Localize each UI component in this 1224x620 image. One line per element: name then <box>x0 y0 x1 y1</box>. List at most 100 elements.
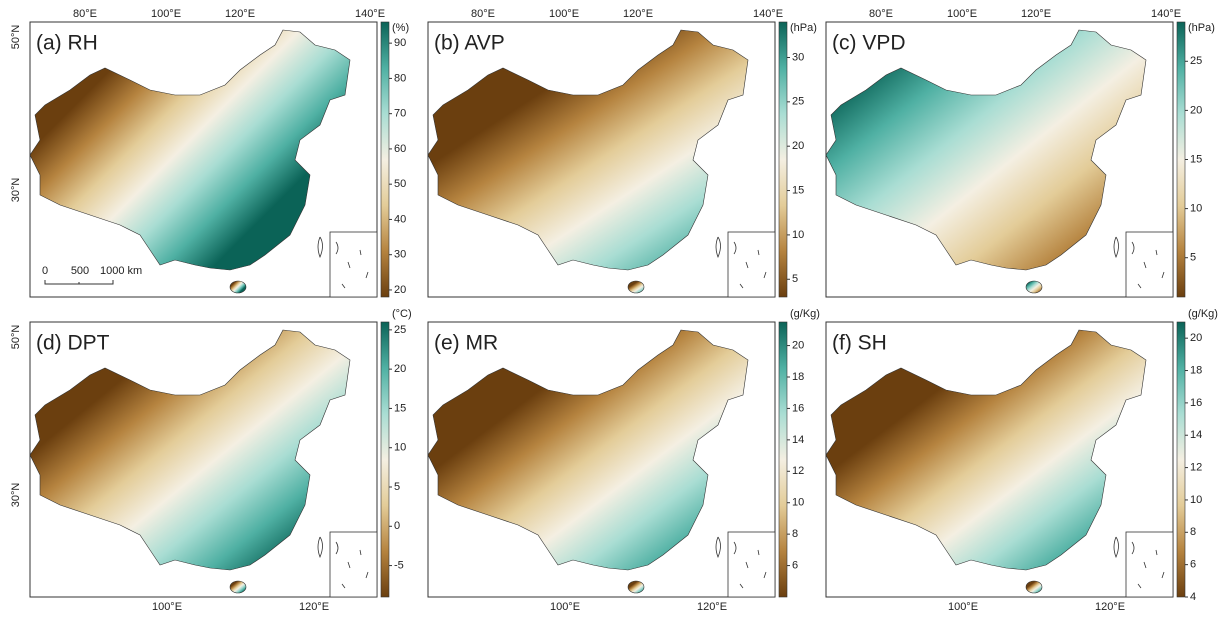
scale-bar-label: 0 <box>42 265 48 277</box>
figure: (a) RH2030405060708090(%)80°E100°E120°E1… <box>0 0 1224 615</box>
latitude-label: 50°N <box>10 25 22 50</box>
colorbar-tick-label: 25 <box>792 96 804 108</box>
longitude-label: 80°E <box>471 8 495 20</box>
taiwan <box>318 537 323 557</box>
colorbar-tick-label: 12 <box>792 465 804 477</box>
hainan <box>628 581 644 593</box>
latitude-label: 30°N <box>10 483 22 508</box>
hainan <box>230 581 246 593</box>
colorbar-tick-label: 14 <box>1190 429 1202 441</box>
panel-label: (a) RH <box>36 32 98 55</box>
colorbar-tick-label: 12 <box>1190 461 1202 473</box>
colorbar <box>381 322 389 597</box>
latitude-label: 50°N <box>10 325 22 350</box>
colorbar-tick-label: 15 <box>1190 153 1202 165</box>
colorbar-tick-label: 30 <box>394 249 406 261</box>
taiwan <box>716 537 721 557</box>
longitude-label: 140°E <box>1151 8 1181 20</box>
colorbar <box>779 22 787 297</box>
scale-bar-label: 1000 km <box>100 265 142 277</box>
colorbar-tick-label: 18 <box>792 371 804 383</box>
colorbar-tick-label: 5 <box>394 481 400 493</box>
panel-label: (c) VPD <box>832 32 906 55</box>
colorbar-unit: (hPa) <box>1188 22 1215 34</box>
colorbar-tick-label: -5 <box>394 559 404 571</box>
colorbar-tick-label: 8 <box>792 528 798 540</box>
colorbar-tick-label: 10 <box>792 229 804 241</box>
colorbar-tick-label: 6 <box>792 559 798 571</box>
longitude-label: 120°E <box>1095 601 1125 613</box>
taiwan <box>318 237 323 257</box>
colorbar-tick-label: 5 <box>1190 252 1196 264</box>
longitude-label: 100°E <box>550 601 580 613</box>
colorbar-tick-label: 10 <box>394 442 406 454</box>
latitude-label: 30°N <box>10 178 22 203</box>
longitude-label: 100°E <box>947 8 977 20</box>
colorbar-tick-label: 20 <box>1190 104 1202 116</box>
colorbar-unit: (g/Kg) <box>1188 308 1218 320</box>
panel-label: (e) MR <box>434 332 498 355</box>
scale-bar-label: 500 <box>71 265 89 277</box>
colorbar-tick-label: 0 <box>394 520 400 532</box>
colorbar-tick-label: 20 <box>792 140 804 152</box>
colorbar-tick-label: 8 <box>1190 526 1196 538</box>
longitude-label: 120°E <box>697 601 727 613</box>
longitude-label: 100°E <box>152 601 182 613</box>
colorbar-tick-label: 25 <box>1190 55 1202 67</box>
colorbar-tick-label: 10 <box>792 497 804 509</box>
colorbar-unit: (%) <box>392 22 409 34</box>
hainan <box>230 281 246 293</box>
colorbar-tick-label: 30 <box>792 51 804 63</box>
longitude-label: 100°E <box>549 8 579 20</box>
china-map <box>30 30 350 270</box>
colorbar-tick-label: 5 <box>792 273 798 285</box>
china-map <box>30 330 350 570</box>
taiwan <box>1114 237 1119 257</box>
colorbar-tick-label: 80 <box>394 72 406 84</box>
colorbar-tick-label: 70 <box>394 108 406 120</box>
longitude-label: 100°E <box>948 601 978 613</box>
longitude-label: 120°E <box>1021 8 1051 20</box>
china-map <box>428 330 748 570</box>
inset-frame <box>728 532 775 597</box>
longitude-label: 140°E <box>753 8 783 20</box>
hainan <box>1026 281 1042 293</box>
scale-bar <box>45 280 113 284</box>
panel-label: (d) DPT <box>36 332 110 355</box>
colorbar <box>1177 22 1185 297</box>
colorbar <box>779 322 787 597</box>
longitude-label: 120°E <box>299 601 329 613</box>
colorbar-tick-label: 90 <box>394 37 406 49</box>
longitude-label: 140°E <box>355 8 385 20</box>
china-map <box>826 330 1146 570</box>
colorbar-tick-label: 18 <box>1190 364 1202 376</box>
colorbar-tick-label: 4 <box>1190 591 1196 603</box>
colorbar-tick-label: 20 <box>792 339 804 351</box>
colorbar-tick-label: 20 <box>394 284 406 296</box>
colorbar-tick-label: 14 <box>792 434 804 446</box>
colorbar <box>1177 322 1185 597</box>
inset-frame <box>728 232 775 297</box>
longitude-label: 120°E <box>623 8 653 20</box>
inset-frame <box>330 532 377 597</box>
taiwan <box>716 237 721 257</box>
longitude-label: 80°E <box>869 8 893 20</box>
panel-label: (f) SH <box>832 332 887 355</box>
china-map <box>826 30 1146 270</box>
inset-frame <box>330 232 377 297</box>
longitude-label: 120°E <box>225 8 255 20</box>
colorbar-tick-label: 20 <box>394 363 406 375</box>
inset-frame <box>1126 532 1173 597</box>
hainan <box>1026 581 1042 593</box>
colorbar-tick-label: 40 <box>394 213 406 225</box>
colorbar-tick-label: 50 <box>394 178 406 190</box>
colorbar-tick-label: 15 <box>792 184 804 196</box>
colorbar-tick-label: 15 <box>394 402 406 414</box>
colorbar-tick-label: 20 <box>1190 332 1202 344</box>
colorbar <box>381 22 389 297</box>
colorbar-tick-label: 10 <box>1190 494 1202 506</box>
colorbar-tick-label: 16 <box>792 402 804 414</box>
colorbar-tick-label: 60 <box>394 143 406 155</box>
colorbar-tick-label: 25 <box>394 324 406 336</box>
hainan <box>628 281 644 293</box>
